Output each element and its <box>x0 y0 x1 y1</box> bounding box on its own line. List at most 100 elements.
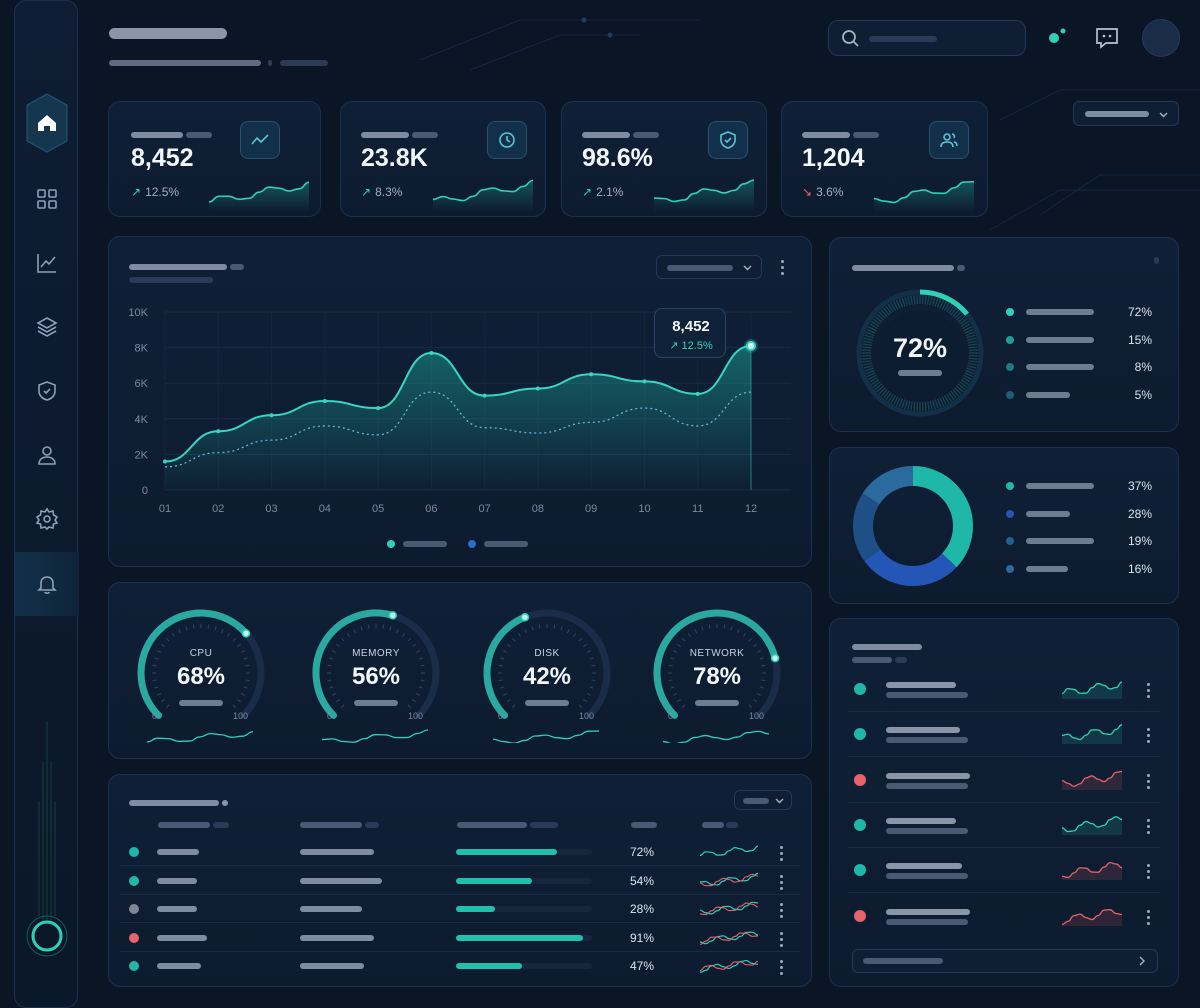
radial-tick <box>874 316 883 323</box>
item-sparkline <box>1062 862 1123 881</box>
view-all-button[interactable] <box>852 949 1158 973</box>
radial-tick <box>959 318 968 325</box>
chevron-down-icon <box>775 798 784 804</box>
sidebar-item-layers[interactable] <box>15 295 79 359</box>
row-percent: 54% <box>630 873 655 888</box>
list-item[interactable] <box>848 758 1160 803</box>
legend-dot <box>1006 482 1014 490</box>
period-dropdown[interactable] <box>1073 101 1179 126</box>
gauge-tick <box>336 643 340 647</box>
row-more-menu[interactable] <box>780 903 784 921</box>
gauge-tick <box>329 657 334 660</box>
item-more-menu[interactable] <box>1147 773 1151 792</box>
item-more-menu[interactable] <box>1147 818 1151 837</box>
row-cell <box>300 963 364 969</box>
item-title <box>886 727 960 734</box>
row-more-menu[interactable] <box>780 960 784 978</box>
item-more-menu[interactable] <box>1147 728 1151 746</box>
sidebar-item-dashboard[interactable] <box>15 167 79 231</box>
chat-icon[interactable] <box>1094 26 1120 50</box>
kpi-change: ↗ 12.5% <box>131 185 180 199</box>
gauge-tick <box>240 692 245 696</box>
sidebar-item-analytics[interactable] <box>15 231 79 295</box>
item-more-menu[interactable] <box>1147 909 1151 928</box>
row-sparkline <box>700 931 759 945</box>
gauge-tick <box>407 637 412 642</box>
row-progress-fill <box>456 934 583 941</box>
radial-tick <box>869 376 878 383</box>
list-item[interactable] <box>848 803 1160 848</box>
chart-range-dropdown[interactable] <box>656 255 762 279</box>
sidebar-item-security[interactable] <box>15 359 79 423</box>
row-more-menu[interactable] <box>780 846 784 864</box>
x-tick-label: 04 <box>319 503 331 515</box>
radial-tick <box>934 297 939 307</box>
table-filter-dropdown[interactable] <box>734 790 792 810</box>
gauge-tick <box>498 664 503 667</box>
radial-tick <box>956 313 964 321</box>
radial-tick <box>932 400 936 410</box>
radial-tick <box>862 346 872 349</box>
x-tick-label: 10 <box>638 503 650 515</box>
gauge-tick <box>207 624 210 629</box>
gauge-tick <box>668 664 673 667</box>
avatar[interactable] <box>1142 19 1180 57</box>
series-1-point <box>535 386 540 391</box>
table-row[interactable] <box>120 924 800 952</box>
gauge-tick <box>152 679 157 682</box>
radial-tick <box>874 383 883 390</box>
list-item[interactable] <box>848 712 1160 758</box>
gauge-tick <box>214 626 217 631</box>
radial-tick <box>950 390 957 399</box>
x-tick-label: 03 <box>265 503 277 515</box>
list-item[interactable] <box>848 667 1160 712</box>
kpi-value: 23.8K <box>361 144 428 172</box>
row-progress-fill <box>456 963 522 969</box>
gauge-tick <box>503 650 508 654</box>
radial-tick <box>871 320 880 327</box>
row-progress-fill <box>456 906 495 912</box>
spark-line-alt <box>700 960 759 972</box>
sidebar-item-users[interactable] <box>15 423 79 487</box>
series-1-point <box>695 391 700 396</box>
row-more-menu[interactable] <box>780 931 784 950</box>
radial-tick <box>907 296 911 306</box>
radial-tick <box>866 372 876 378</box>
gauge-tick <box>743 633 747 637</box>
radial-tick <box>883 307 890 316</box>
kpi-card[interactable]: 98.6% ↗ 2.1% <box>561 101 767 217</box>
gauge-tick <box>336 699 340 703</box>
status-indicator-icon[interactable] <box>1046 27 1068 47</box>
item-more-menu[interactable] <box>1147 683 1151 701</box>
kpi-sparkline <box>209 181 310 212</box>
item-more-menu[interactable] <box>1147 864 1151 882</box>
gauge-tick <box>694 629 698 634</box>
sidebar-item-settings[interactable] <box>15 487 79 551</box>
table-row[interactable] <box>120 867 800 895</box>
kpi-card[interactable]: 1,204 ↘ 3.6% <box>781 101 988 217</box>
y-tick-label: 0 <box>142 485 148 497</box>
chart-more-menu[interactable] <box>781 260 785 278</box>
search-input[interactable] <box>828 20 1026 56</box>
radial-tick <box>871 379 880 386</box>
chevron-right-icon <box>1139 956 1145 966</box>
table-row[interactable] <box>120 895 800 923</box>
gauge-tick <box>232 704 237 709</box>
legend-value: 37% <box>1127 479 1152 493</box>
sidebar-item-notifications[interactable] <box>15 552 79 616</box>
gauge-tick <box>503 692 508 696</box>
sidebar-home-button[interactable] <box>26 93 68 153</box>
gauge-tick <box>591 664 596 667</box>
row-more-menu[interactable] <box>780 874 784 893</box>
row-sparkline <box>700 901 759 916</box>
kpi-card[interactable]: 23.8K ↗ 8.3% <box>340 101 546 217</box>
radial-tick <box>965 369 975 375</box>
legend-value: 72% <box>1127 305 1152 319</box>
gauge-tick <box>586 650 591 654</box>
list-item[interactable] <box>848 848 1160 894</box>
table-row[interactable] <box>120 838 800 866</box>
kpi-card[interactable]: 8,452 ↗ 12.5% <box>108 101 321 217</box>
legend-dot-series-1 <box>387 540 395 548</box>
gear-icon <box>35 507 59 531</box>
sidebar-item-notifications-icon-wrap[interactable] <box>15 552 79 616</box>
